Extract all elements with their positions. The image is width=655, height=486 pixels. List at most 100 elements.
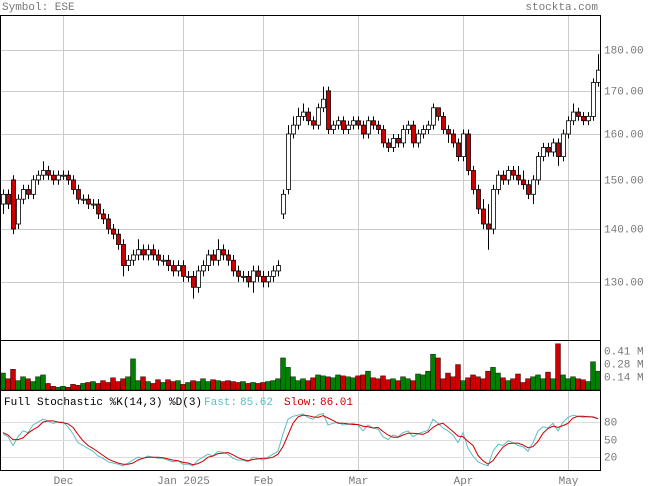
volume-bar: [430, 353, 436, 391]
candle-body: [216, 249, 221, 261]
volume-bar: [355, 375, 361, 391]
candle-body: [251, 270, 256, 283]
volume-bar: [105, 382, 111, 391]
candle-body: [121, 244, 126, 266]
volume-bar: [150, 383, 156, 391]
candle-body: [411, 124, 416, 144]
volume-bar: [530, 376, 536, 391]
stochastic-panel: [0, 390, 601, 471]
volume-bar: [70, 384, 76, 391]
volume-bar: [80, 383, 86, 391]
candle-body: [181, 265, 186, 277]
volume-bar: [245, 383, 251, 391]
candle-body: [531, 179, 536, 195]
volume-bar: [75, 385, 81, 391]
candle-body: [581, 115, 586, 122]
volume-bar: [440, 378, 446, 391]
candle-body: [96, 203, 101, 215]
x-tick-label: Mar: [349, 476, 369, 486]
candle-body: [416, 133, 421, 144]
volume-bar: [505, 380, 511, 391]
volume-bar: [465, 377, 471, 391]
candle-body: [381, 129, 386, 144]
volume-bar: [110, 377, 116, 391]
candle-body: [386, 142, 391, 148]
volume-bar: [310, 377, 316, 391]
volume-bar: [305, 380, 311, 391]
y-tick-label: 130.00: [604, 277, 644, 289]
candle-body: [196, 270, 201, 288]
candle-body: [86, 198, 91, 205]
volume-bar: [180, 384, 186, 391]
volume-bar: [585, 381, 591, 391]
candle-body: [296, 115, 301, 126]
x-tick-label: Apr: [454, 476, 474, 486]
volume-bar: [590, 361, 596, 391]
volume-bar: [300, 378, 306, 391]
candle-body: [211, 254, 216, 261]
volume-bar: [320, 375, 326, 391]
candle-body: [546, 147, 551, 153]
volume-bar: [480, 378, 486, 391]
volume-bar: [435, 357, 441, 391]
candle-body: [341, 120, 346, 130]
volume-bar: [120, 378, 126, 391]
y-tick-label: 0.41 M: [604, 346, 644, 358]
volume-bar: [535, 374, 541, 391]
stochastic-line: [2, 414, 599, 466]
volume-bar: [340, 375, 346, 391]
volume-bar: [315, 374, 321, 391]
y-tick-label: 180.00: [604, 45, 644, 57]
volume-bar: [330, 377, 336, 391]
fast-value: 85.62: [240, 397, 273, 409]
volume-bar: [525, 378, 531, 391]
y-tick-label: 140.00: [604, 224, 644, 236]
candle-body: [321, 98, 326, 109]
volume-bar: [270, 380, 276, 391]
volume-bar: [115, 381, 121, 391]
candle-body: [576, 111, 581, 117]
candle-body: [281, 193, 286, 215]
volume-bar: [360, 374, 366, 391]
candle-body: [166, 259, 171, 266]
candle-body: [76, 189, 81, 200]
volume-bar: [475, 376, 481, 391]
candle-body: [161, 259, 166, 262]
candle-body: [146, 249, 151, 256]
candle-body: [486, 223, 491, 230]
candle-body: [106, 218, 111, 230]
volume-bar: [365, 370, 371, 391]
volume-bar: [60, 386, 66, 391]
volume-bar: [370, 377, 376, 391]
fast-label: Fast:: [204, 397, 237, 409]
candle-body: [81, 198, 86, 201]
candle-body: [501, 174, 506, 181]
x-tick-label: May: [559, 476, 579, 486]
volume-bar: [25, 378, 31, 391]
candle-body: [71, 179, 76, 190]
y-tick-label: 0.14 M: [604, 372, 644, 384]
volume-bar: [95, 383, 101, 391]
volume-bar: [515, 373, 521, 391]
candle-body: [541, 147, 546, 157]
candle-body: [141, 249, 146, 256]
candle-body: [536, 156, 541, 181]
volume-bar: [575, 378, 581, 391]
volume-bar: [540, 378, 546, 391]
candle-body: [131, 254, 136, 261]
candle-body: [306, 111, 311, 122]
volume-bar: [185, 382, 191, 391]
candle-body: [406, 124, 411, 130]
candle-body: [326, 90, 331, 130]
volume-bar: [595, 370, 601, 391]
stochastic-title: Full Stochastic %K(14,3) %D(3): [4, 397, 202, 409]
candle-body: [526, 184, 531, 195]
volume-bar: [250, 382, 256, 391]
candle-body: [186, 275, 191, 278]
candle-body: [401, 129, 406, 144]
volume-bar: [510, 378, 516, 391]
candle-body: [336, 120, 341, 126]
volume-bar: [190, 380, 196, 391]
